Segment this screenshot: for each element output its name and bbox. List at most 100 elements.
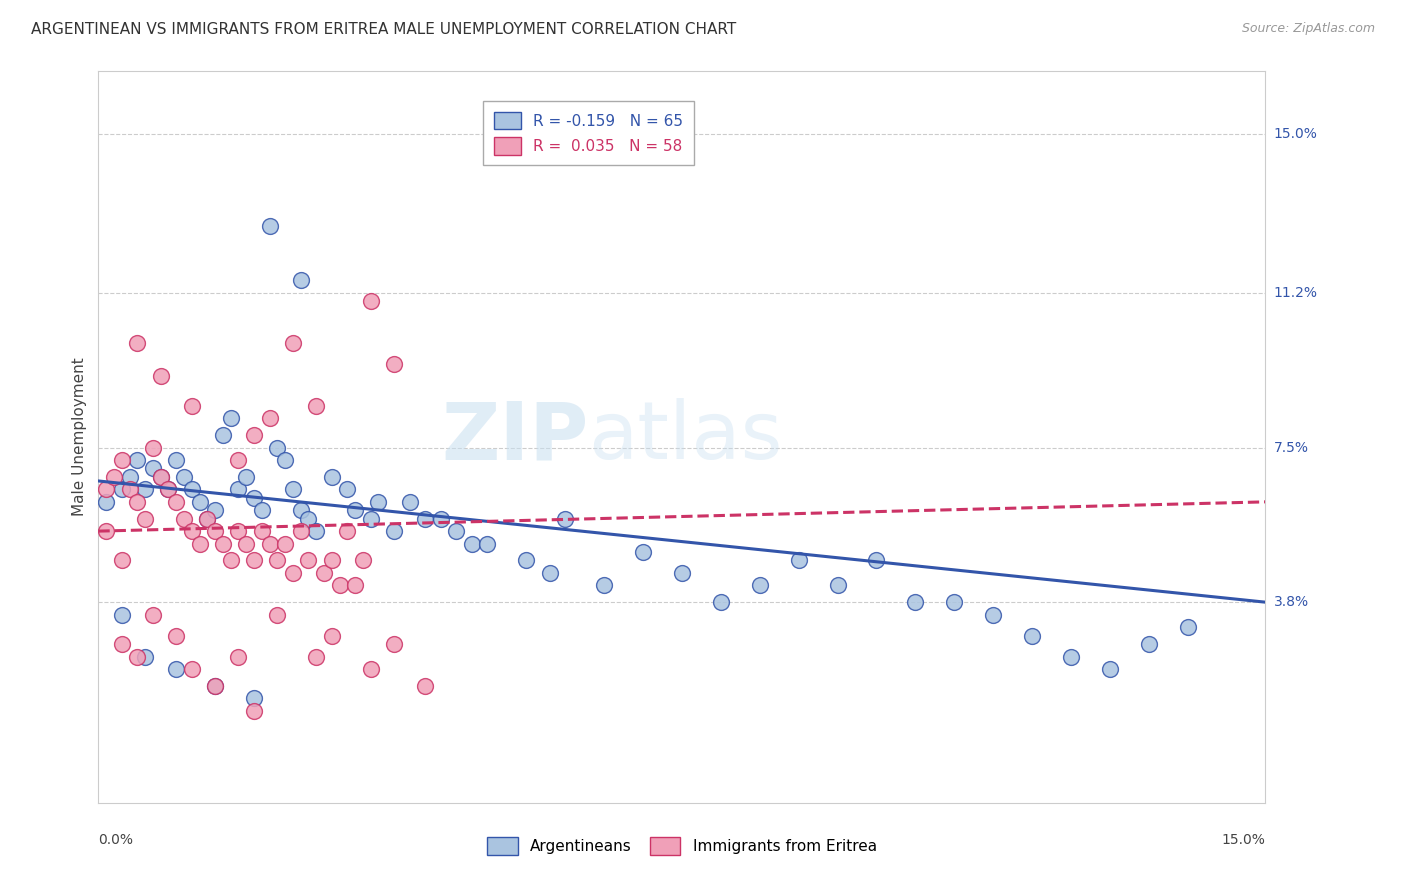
Point xyxy=(243,428,266,442)
Point xyxy=(228,453,250,467)
Point xyxy=(290,273,312,287)
Point xyxy=(219,553,242,567)
Point xyxy=(344,503,367,517)
Point xyxy=(398,495,420,509)
Point xyxy=(96,495,118,509)
Point xyxy=(297,553,319,567)
Point xyxy=(321,629,343,643)
Text: 11.2%: 11.2% xyxy=(1274,285,1317,300)
Point xyxy=(305,399,328,413)
Point xyxy=(382,357,405,371)
Point xyxy=(243,691,266,706)
Point xyxy=(336,524,359,538)
Point xyxy=(787,553,810,567)
Point xyxy=(274,453,297,467)
Point xyxy=(212,428,235,442)
Text: 0.0%: 0.0% xyxy=(98,833,134,847)
Point xyxy=(165,495,187,509)
Point xyxy=(134,511,156,525)
Point xyxy=(477,536,499,550)
Point xyxy=(235,470,257,484)
Point xyxy=(827,578,849,592)
Point xyxy=(142,607,165,622)
Point xyxy=(1137,637,1160,651)
Point xyxy=(259,536,281,550)
Point xyxy=(290,524,312,538)
Point xyxy=(165,662,187,676)
Point xyxy=(943,595,966,609)
Point xyxy=(212,536,235,550)
Y-axis label: Male Unemployment: Male Unemployment xyxy=(72,358,87,516)
Point xyxy=(554,511,576,525)
Point xyxy=(157,483,180,497)
Point xyxy=(266,553,288,567)
Point xyxy=(1177,620,1199,634)
Point xyxy=(305,649,328,664)
Point xyxy=(142,461,165,475)
Point xyxy=(180,524,202,538)
Point xyxy=(305,524,328,538)
Point xyxy=(274,536,297,550)
Text: ZIP: ZIP xyxy=(441,398,589,476)
Point xyxy=(243,553,266,567)
Point xyxy=(118,470,141,484)
Legend: Argentineans, Immigrants from Eritrea: Argentineans, Immigrants from Eritrea xyxy=(481,831,883,861)
Point xyxy=(1098,662,1121,676)
Point xyxy=(195,511,218,525)
Point xyxy=(710,595,733,609)
Point xyxy=(429,511,451,525)
Point xyxy=(748,578,770,592)
Point xyxy=(538,566,561,580)
Point xyxy=(259,411,281,425)
Text: atlas: atlas xyxy=(589,398,783,476)
Point xyxy=(127,649,149,664)
Point xyxy=(219,411,242,425)
Point xyxy=(127,495,149,509)
Point xyxy=(173,470,195,484)
Text: Source: ZipAtlas.com: Source: ZipAtlas.com xyxy=(1241,22,1375,36)
Point xyxy=(336,483,359,497)
Point xyxy=(149,470,172,484)
Point xyxy=(446,524,468,538)
Text: ARGENTINEAN VS IMMIGRANTS FROM ERITREA MALE UNEMPLOYMENT CORRELATION CHART: ARGENTINEAN VS IMMIGRANTS FROM ERITREA M… xyxy=(31,22,737,37)
Point xyxy=(180,483,202,497)
Point xyxy=(165,453,187,467)
Point xyxy=(96,483,118,497)
Point xyxy=(360,511,382,525)
Point xyxy=(165,629,187,643)
Point xyxy=(134,649,156,664)
Point xyxy=(118,483,141,497)
Point xyxy=(96,524,118,538)
Point xyxy=(321,470,343,484)
Point xyxy=(180,662,202,676)
Point xyxy=(281,336,304,351)
Point xyxy=(1021,629,1043,643)
Point xyxy=(111,637,134,651)
Point xyxy=(188,536,211,550)
Point xyxy=(204,524,226,538)
Point xyxy=(111,453,134,467)
Point xyxy=(1060,649,1083,664)
Point xyxy=(127,336,149,351)
Point xyxy=(981,607,1004,622)
Point xyxy=(515,553,537,567)
Point xyxy=(142,441,165,455)
Point xyxy=(204,503,226,517)
Point xyxy=(461,536,484,550)
Point xyxy=(382,637,405,651)
Point xyxy=(321,553,343,567)
Point xyxy=(235,536,257,550)
Point xyxy=(250,503,273,517)
Text: 7.5%: 7.5% xyxy=(1274,441,1309,455)
Point xyxy=(281,483,304,497)
Point xyxy=(593,578,616,592)
Point xyxy=(111,607,134,622)
Point xyxy=(297,511,319,525)
Text: 15.0%: 15.0% xyxy=(1222,833,1265,847)
Point xyxy=(157,483,180,497)
Point xyxy=(631,545,654,559)
Point xyxy=(228,524,250,538)
Text: 3.8%: 3.8% xyxy=(1274,595,1309,609)
Point xyxy=(149,369,172,384)
Point xyxy=(266,441,288,455)
